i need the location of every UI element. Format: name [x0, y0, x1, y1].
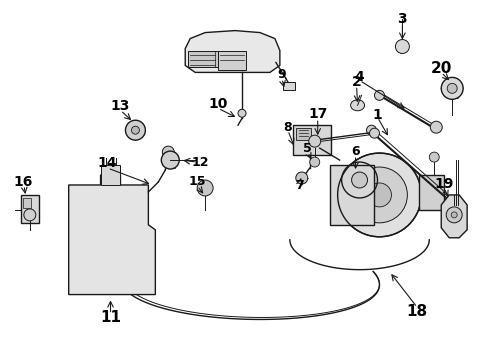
Text: 12: 12 — [192, 156, 209, 168]
Circle shape — [352, 172, 368, 188]
Bar — [23, 198, 31, 208]
Circle shape — [374, 90, 385, 100]
Text: 6: 6 — [351, 145, 360, 158]
Circle shape — [161, 151, 179, 169]
Circle shape — [369, 128, 379, 138]
Text: 17: 17 — [308, 107, 327, 121]
Bar — [293, 125, 331, 155]
Bar — [283, 82, 295, 90]
Circle shape — [367, 125, 376, 135]
Text: 20: 20 — [431, 61, 452, 76]
Text: 10: 10 — [208, 97, 228, 111]
Bar — [419, 175, 444, 210]
Bar — [218, 50, 246, 71]
Text: 5: 5 — [303, 141, 312, 155]
Circle shape — [430, 121, 442, 133]
Circle shape — [352, 167, 407, 223]
Text: 2: 2 — [352, 75, 362, 89]
Text: 1: 1 — [372, 108, 382, 122]
Circle shape — [451, 212, 457, 218]
Circle shape — [197, 180, 213, 196]
Text: 4: 4 — [355, 71, 365, 84]
Circle shape — [162, 146, 174, 158]
Text: 9: 9 — [277, 68, 286, 81]
Text: 8: 8 — [284, 121, 292, 134]
Circle shape — [338, 153, 421, 237]
Circle shape — [447, 84, 457, 93]
Text: 16: 16 — [13, 175, 32, 189]
Polygon shape — [69, 175, 155, 294]
Circle shape — [24, 209, 36, 221]
Circle shape — [125, 120, 146, 140]
Text: 19: 19 — [435, 177, 454, 191]
Circle shape — [309, 135, 321, 147]
Polygon shape — [441, 195, 467, 238]
Bar — [330, 165, 374, 225]
Circle shape — [395, 40, 409, 54]
Text: 15: 15 — [189, 175, 206, 189]
Text: 11: 11 — [100, 310, 121, 325]
Text: 14: 14 — [98, 156, 117, 170]
Circle shape — [447, 198, 461, 212]
Circle shape — [441, 77, 463, 99]
Circle shape — [429, 152, 439, 162]
Circle shape — [446, 207, 462, 223]
Ellipse shape — [350, 100, 365, 111]
Bar — [21, 195, 39, 223]
Circle shape — [131, 126, 140, 134]
Circle shape — [296, 172, 308, 184]
Text: 7: 7 — [295, 180, 304, 193]
Bar — [100, 165, 121, 185]
Bar — [188, 50, 218, 67]
Polygon shape — [185, 31, 280, 72]
Text: 3: 3 — [397, 12, 407, 26]
Circle shape — [238, 109, 246, 117]
Circle shape — [368, 183, 392, 207]
Circle shape — [310, 157, 319, 167]
Bar — [296, 128, 311, 140]
Text: 13: 13 — [111, 99, 130, 113]
Text: 18: 18 — [407, 304, 428, 319]
